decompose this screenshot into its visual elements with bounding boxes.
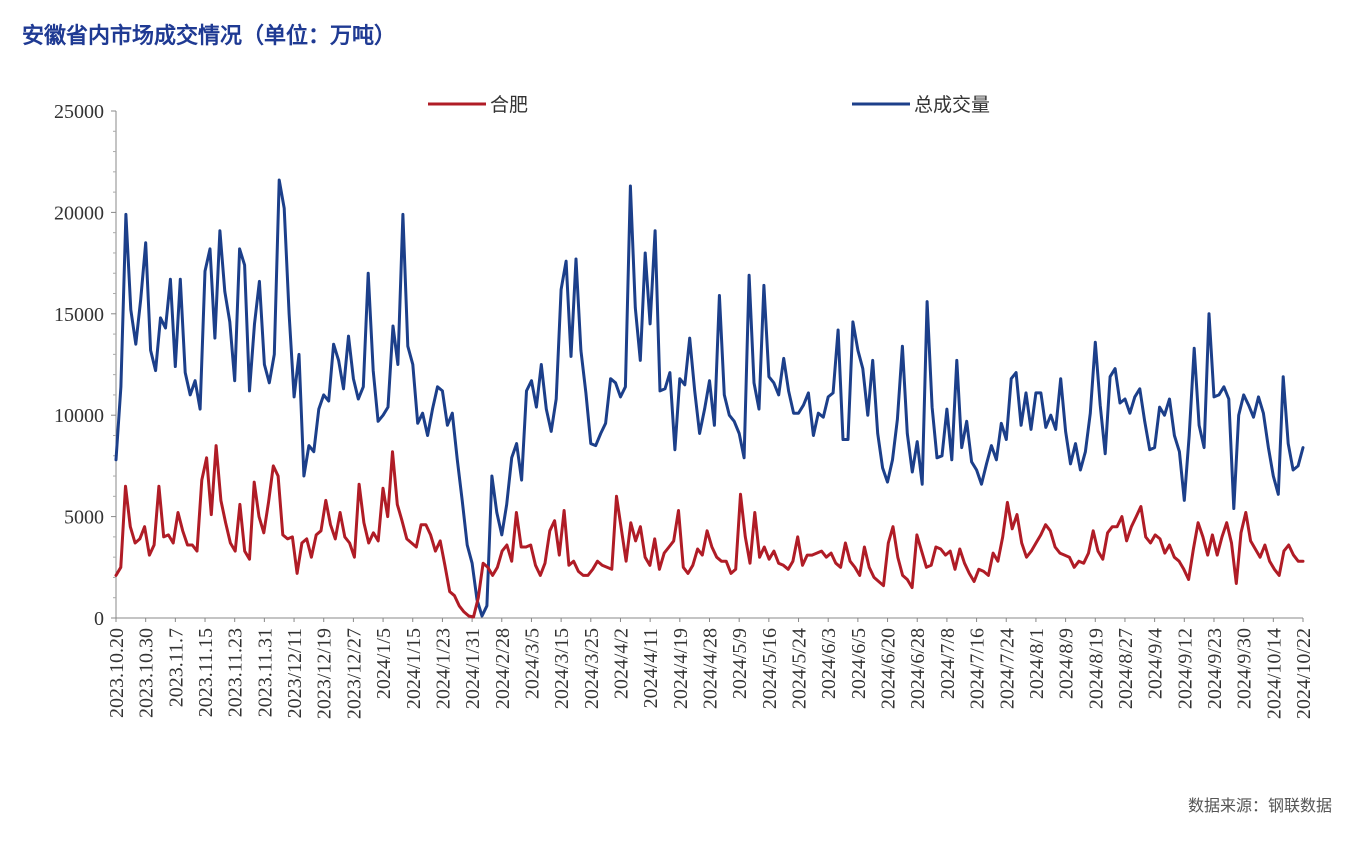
x-tick-label: 2024/10/14 — [1263, 628, 1285, 719]
series-line-0 — [114, 444, 1305, 619]
x-tick-label: 2024/6/28 — [907, 628, 929, 709]
x-tick-label: 2023.11.7 — [165, 628, 187, 707]
x-tick-label: 2024/1/31 — [462, 628, 484, 709]
x-tick-label: 2023/12/27 — [343, 628, 365, 719]
x-tick-label: 2024/6/20 — [878, 628, 900, 709]
x-tick-label: 2024/4/11 — [640, 628, 662, 708]
x-tick-label: 2023.11.15 — [195, 628, 217, 717]
x-tick-label: 2024/8/9 — [1056, 628, 1078, 699]
x-tick-label: 2023.11.23 — [225, 628, 247, 717]
x-tick-label: 2024/8/27 — [1115, 628, 1137, 709]
x-tick-label: 2024/3/5 — [521, 628, 543, 699]
x-tick-label: 2024/10/22 — [1293, 628, 1315, 719]
x-tick-label: 2024/4/19 — [670, 628, 692, 709]
y-tick-label: 15000 — [54, 304, 104, 326]
x-tick-label: 2024/4/2 — [610, 628, 632, 699]
x-tick-label: 2024/7/8 — [937, 628, 959, 699]
x-tick-label: 2024/8/19 — [1085, 628, 1107, 709]
x-tick-label: 2023/12/19 — [314, 628, 336, 719]
x-tick-label: 2024/8/1 — [1026, 628, 1048, 699]
x-tick-label: 2024/4/28 — [700, 628, 722, 709]
x-tick-label: 2023.10.30 — [136, 628, 158, 718]
legend-label-0: 合肥 — [490, 94, 528, 116]
series-layer — [114, 178, 1305, 619]
x-tick-label: 2024/6/5 — [848, 628, 870, 699]
x-tick-label: 2024/1/23 — [432, 628, 454, 709]
x-tick-label: 2024/7/24 — [996, 628, 1018, 709]
x-tick-label: 2024/5/9 — [729, 628, 751, 699]
legend-label-1: 总成交量 — [914, 94, 990, 116]
x-tick-label: 2024/1/15 — [403, 628, 425, 709]
x-tick-label: 2024/2/28 — [492, 628, 514, 709]
x-tick-label: 2023.11.31 — [254, 628, 276, 717]
x-tick-label: 2024/6/3 — [818, 628, 840, 699]
data-source-note: 数据来源：钢联数据 — [1187, 796, 1332, 815]
chart-title: 安徽省内市场成交情况（单位：万吨） — [22, 24, 397, 49]
y-tick-label: 10000 — [54, 405, 104, 427]
x-tick-label: 2023.10.20 — [106, 628, 128, 718]
x-tick-label: 2024/9/30 — [1234, 628, 1256, 709]
y-tick-label: 0 — [94, 608, 104, 630]
x-tick-label: 2024/1/5 — [373, 628, 395, 699]
y-tick-label: 5000 — [64, 507, 104, 529]
x-tick-label: 2024/7/16 — [967, 628, 989, 709]
x-tick-label: 2024/9/12 — [1174, 628, 1196, 709]
y-tick-label: 25000 — [54, 101, 104, 123]
axes: 0 5000 10000 15000 20000 25000 2023.10.20 2023.… — [54, 101, 1315, 719]
x-tick-label: 2024/3/25 — [581, 628, 603, 709]
legend: 合肥 总成交量 — [428, 94, 990, 116]
x-tick-label: 2024/9/4 — [1145, 628, 1167, 699]
y-tick-label: 20000 — [54, 202, 104, 224]
series-line-1 — [114, 178, 1305, 618]
x-tick-label: 2024/5/16 — [759, 628, 781, 709]
x-tick-label: 2024/5/24 — [789, 628, 811, 709]
x-tick-label: 2023/12/11 — [284, 628, 306, 718]
x-tick-label: 2024/3/15 — [551, 628, 573, 709]
x-tick-label: 2024/9/23 — [1204, 628, 1226, 709]
